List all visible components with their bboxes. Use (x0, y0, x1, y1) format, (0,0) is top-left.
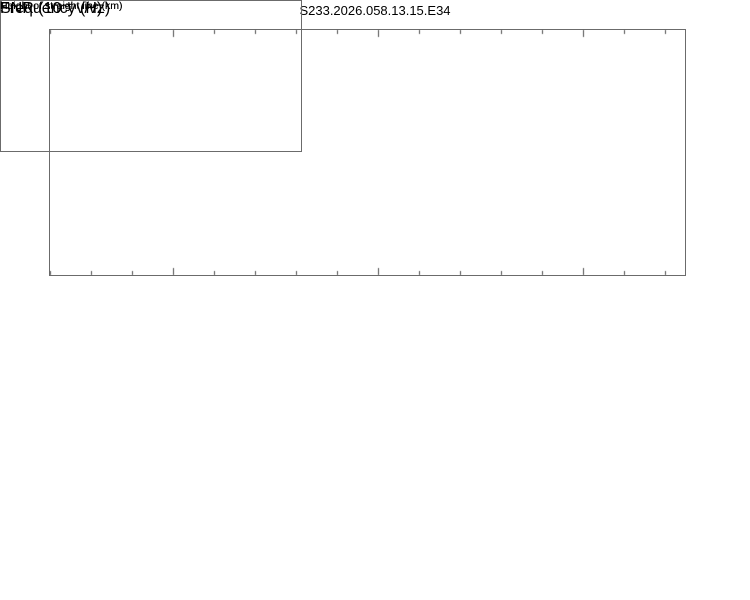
snr-x-axis-label: Height of straight line (km) (0, 0, 123, 12)
snr-axis-ticks (0, 0, 300, 150)
figure-title: S233.2026.058.13.15.E34 (299, 3, 451, 18)
snr-y-axis-label: SNR (10 * v/v) (0, 0, 103, 17)
